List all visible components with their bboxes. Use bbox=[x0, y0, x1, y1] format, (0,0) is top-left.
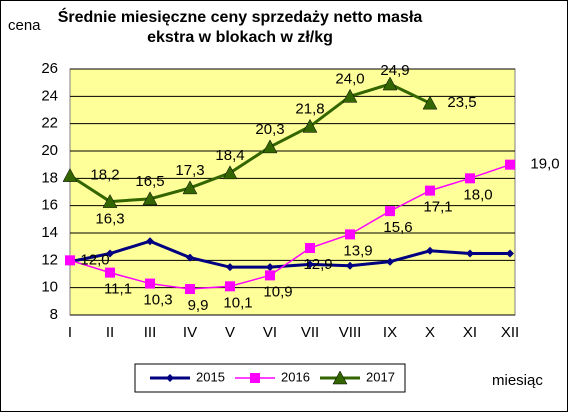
x-tick-label: I bbox=[68, 324, 72, 341]
x-tick-label: VI bbox=[263, 324, 277, 341]
marker bbox=[465, 173, 475, 184]
x-tick-label: IX bbox=[383, 324, 397, 341]
marker bbox=[422, 95, 438, 110]
legend-label: 2017 bbox=[366, 369, 395, 384]
data-label: 16,3 bbox=[95, 211, 124, 228]
data-label: 19,0 bbox=[530, 156, 559, 173]
marker bbox=[506, 249, 514, 258]
marker bbox=[346, 261, 354, 270]
marker bbox=[145, 278, 155, 289]
data-label: 17,1 bbox=[423, 199, 452, 216]
chart-title: Średnie miesięczne ceny sprzedaży netto … bbox=[57, 9, 423, 46]
legend-label: 2015 bbox=[196, 369, 225, 384]
marker bbox=[105, 267, 115, 278]
data-label: 9,9 bbox=[188, 297, 209, 314]
data-label: 10,3 bbox=[143, 292, 172, 309]
y-tick-label: 14 bbox=[41, 224, 58, 241]
marker bbox=[142, 191, 158, 206]
data-label: 20,3 bbox=[255, 121, 284, 138]
y-tick-label: 8 bbox=[50, 306, 58, 323]
marker bbox=[302, 118, 318, 133]
marker bbox=[62, 168, 78, 182]
marker bbox=[345, 229, 355, 240]
x-tick-label: X bbox=[425, 324, 435, 341]
x-tick-label: XII bbox=[501, 324, 519, 341]
plot-area bbox=[69, 68, 516, 316]
x-tick-label: III bbox=[144, 324, 157, 341]
marker bbox=[166, 374, 174, 382]
data-label: 21,8 bbox=[295, 100, 324, 117]
series-line bbox=[69, 239, 510, 269]
marker bbox=[505, 159, 515, 170]
data-label: 15,6 bbox=[383, 219, 412, 236]
y-tick-label: 12 bbox=[41, 251, 58, 268]
marker bbox=[146, 237, 154, 246]
series-line bbox=[69, 82, 431, 204]
marker bbox=[386, 257, 394, 266]
y-tick-label: 22 bbox=[41, 115, 58, 132]
marker bbox=[305, 243, 315, 254]
data-label: 12,9 bbox=[303, 256, 332, 273]
marker bbox=[382, 76, 398, 91]
data-label: 11,1 bbox=[104, 281, 132, 298]
data-label: 24,0 bbox=[335, 70, 364, 87]
y-tick-label: 18 bbox=[41, 169, 58, 186]
x-tick-label: II bbox=[106, 324, 114, 341]
marker bbox=[225, 281, 235, 292]
marker bbox=[425, 185, 435, 196]
x-axis-label: miesiąc bbox=[492, 372, 543, 389]
data-label: 18,4 bbox=[215, 147, 244, 164]
data-label: 24,9 bbox=[380, 62, 409, 79]
marker bbox=[306, 260, 314, 269]
y-tick-label: 16 bbox=[41, 197, 58, 214]
data-label: 12,0 bbox=[80, 251, 109, 268]
y-tick-label: 26 bbox=[41, 60, 58, 77]
x-tick-label: V bbox=[225, 324, 235, 341]
data-label: 10,9 bbox=[263, 283, 292, 300]
x-tick-label: XI bbox=[463, 324, 477, 341]
marker bbox=[466, 249, 474, 258]
y-tick-label: 20 bbox=[41, 142, 58, 159]
data-label: 13,9 bbox=[343, 242, 372, 259]
data-label: 18,2 bbox=[90, 167, 119, 184]
data-label: 17,3 bbox=[175, 162, 204, 179]
legend-label: 2016 bbox=[281, 369, 310, 384]
marker bbox=[106, 249, 114, 258]
y-tick-label: 10 bbox=[41, 279, 58, 296]
y-axis-label: cena bbox=[8, 17, 41, 34]
data-label: 10,1 bbox=[223, 294, 252, 311]
marker bbox=[426, 246, 434, 255]
y-tick-label: 24 bbox=[41, 87, 58, 104]
data-label: 23,5 bbox=[447, 94, 476, 111]
x-tick-label: VIII bbox=[339, 324, 362, 341]
marker bbox=[182, 180, 198, 195]
data-label: 18,0 bbox=[463, 186, 492, 203]
marker bbox=[332, 370, 348, 385]
marker bbox=[250, 373, 260, 383]
x-tick-label: VII bbox=[301, 324, 319, 341]
series-line bbox=[69, 163, 511, 290]
marker bbox=[65, 255, 75, 266]
marker bbox=[265, 270, 275, 281]
x-tick-label: IV bbox=[183, 324, 197, 341]
marker bbox=[185, 284, 195, 295]
marker bbox=[262, 139, 278, 154]
marker bbox=[222, 165, 238, 180]
marker bbox=[342, 88, 358, 103]
marker bbox=[102, 194, 118, 208]
marker bbox=[226, 263, 234, 272]
marker bbox=[186, 253, 194, 262]
data-label: 16,5 bbox=[135, 173, 164, 190]
marker bbox=[385, 206, 395, 217]
marker bbox=[266, 263, 274, 272]
